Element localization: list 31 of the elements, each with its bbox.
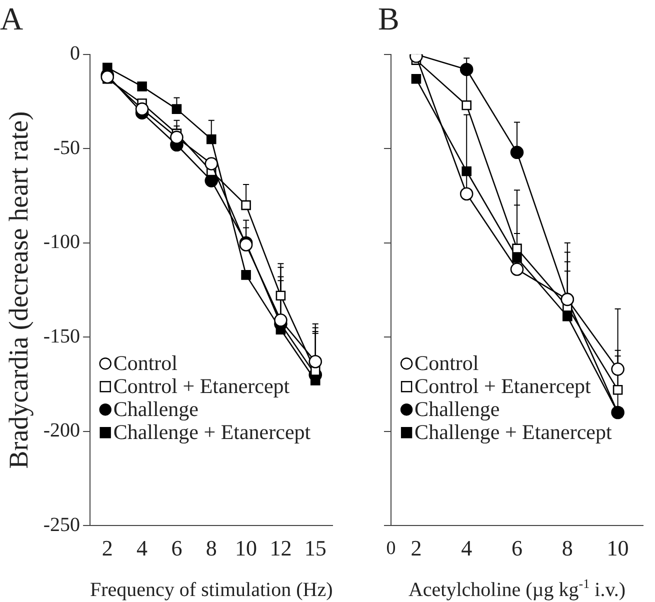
x-tick-label: 8 [206,536,217,561]
legend-label: Challenge + Etanercept [414,420,612,444]
x-tick-label: 12 [270,536,292,561]
y-tick-label: -100 [43,231,80,254]
legend-label: Challenge [414,397,500,422]
x-tick-label: 10 [235,536,258,561]
chart-title: A [0,0,24,37]
text: 0 [386,538,396,560]
legend-label: Control [414,351,479,376]
y-tick-label: 0 [70,42,80,65]
x-tick-label: 15 [304,536,326,561]
chart-title: B [378,0,400,37]
x-tick-label: 8 [562,536,573,561]
legend-label: Challenge + Etanercept [113,420,311,444]
y-tick-label: -250 [43,514,80,536]
x-tick-label: 4 [136,536,148,561]
y-tick-label: -50 [53,136,80,159]
y-tick-label: -200 [43,420,80,442]
legend-label: Control + Etanercept [113,374,290,398]
x-tick-label: 2 [410,536,422,561]
legend-label: Challenge [113,397,198,422]
y-axis-title: Bradycardia (decrease heart rate) [3,111,34,469]
x-axis-title: Frequency of stimulation (Hz) [90,579,333,601]
x-tick-label: 10 [606,536,629,561]
x-tick-label: 6 [512,536,522,561]
legend-label: Control [113,351,178,376]
x-tick-label: 6 [171,536,182,561]
legend-label: Control + Etanercept [414,374,592,398]
x-tick-label: 2 [102,536,113,561]
y-tick-label: -150 [43,325,80,348]
x-tick-label: 4 [461,536,472,561]
